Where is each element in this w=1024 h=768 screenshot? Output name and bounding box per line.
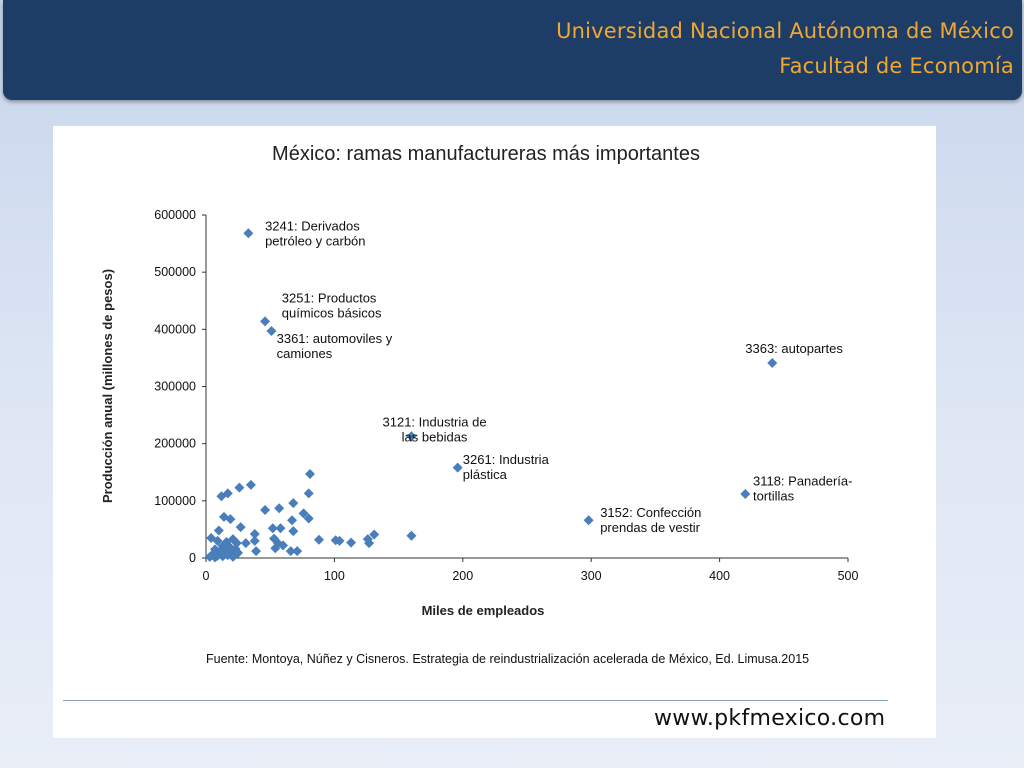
data-point: [260, 316, 271, 327]
faculty-name: Facultad de Economía: [779, 54, 1014, 78]
chart-title: México: ramas manufactureras más importa…: [272, 143, 700, 165]
data-point: [260, 504, 271, 515]
x-axis-label: Miles de empleados: [422, 603, 545, 618]
x-tick-label: 500: [838, 569, 859, 583]
data-point: [275, 523, 286, 534]
data-point: [452, 462, 463, 473]
data-point: [583, 515, 594, 526]
data-point: [216, 491, 227, 502]
point-annotation: 3118: Panadería-tortillas: [753, 473, 853, 503]
data-point: [251, 546, 262, 557]
data-point: [740, 488, 751, 499]
footer-divider: [63, 700, 888, 701]
data-point: [270, 543, 281, 554]
y-tick-label: 100000: [154, 494, 196, 508]
y-tick-label: 400000: [154, 322, 196, 336]
y-tick-label: 300000: [154, 380, 196, 394]
data-point: [303, 513, 314, 524]
data-point: [767, 358, 778, 369]
data-point: [303, 488, 314, 499]
footer-url: www.pkfmexico.com: [654, 706, 886, 731]
point-annotation: 3361: automoviles y camiones: [277, 331, 393, 361]
y-tick-label: 600000: [154, 208, 196, 222]
data-point: [269, 533, 280, 544]
point-annotation: 3251: Productos químicos básicos: [282, 290, 382, 320]
y-axis-label: Producción anual (millones de pesos): [100, 269, 115, 503]
data-point: [406, 530, 417, 541]
data-point: [249, 535, 260, 546]
data-point: [288, 526, 299, 537]
data-point: [298, 508, 309, 519]
point-annotation: 3241: Derivados petróleo y carbón: [265, 218, 365, 248]
data-point: [240, 538, 251, 549]
x-tick-label: 400: [709, 569, 730, 583]
data-point: [313, 534, 324, 545]
y-tick-label: 200000: [154, 437, 196, 451]
university-name: Universidad Nacional Autónoma de México: [556, 19, 1014, 43]
data-point: [267, 523, 278, 534]
data-point: [346, 537, 357, 548]
data-point: [285, 546, 296, 557]
data-point: [287, 515, 298, 526]
data-point: [212, 535, 223, 546]
source-note: Fuente: Montoya, Núñez y Cisneros. Estra…: [206, 652, 810, 666]
data-point: [235, 522, 246, 533]
data-point: [206, 532, 217, 543]
x-tick-label: 200: [452, 569, 473, 583]
point-annotation: 3261: Industria plástica: [463, 452, 550, 482]
data-point: [209, 552, 220, 563]
point-annotation: 3363: autopartes: [745, 341, 843, 356]
data-point: [406, 431, 417, 442]
data-point: [225, 514, 236, 525]
header-bar: Universidad Nacional Autónoma de México …: [3, 0, 1022, 100]
x-tick-label: 100: [324, 569, 345, 583]
data-point: [274, 503, 285, 514]
y-tick-label: 0: [189, 551, 196, 565]
data-point: [292, 546, 303, 557]
point-annotation: 3121: Industria de las bebidas: [383, 415, 487, 445]
data-point: [204, 551, 215, 562]
data-point: [234, 482, 245, 493]
slide-panel: México: ramas manufactureras más importa…: [53, 126, 936, 738]
x-tick-label: 300: [581, 569, 602, 583]
data-point: [227, 551, 238, 562]
data-point: [249, 528, 260, 539]
scatter-chart: México: ramas manufactureras más importa…: [100, 143, 859, 618]
data-point: [369, 529, 380, 540]
data-point: [278, 540, 289, 551]
point-annotation: 3152: Confección prendas de vestir: [600, 505, 701, 535]
data-point: [334, 535, 345, 546]
data-point: [364, 538, 375, 549]
x-tick-label: 0: [203, 569, 210, 583]
data-point: [266, 326, 277, 337]
data-point: [245, 479, 256, 490]
y-tick-label: 500000: [154, 265, 196, 279]
data-point: [213, 525, 224, 536]
data-point: [288, 498, 299, 509]
data-point: [305, 468, 316, 479]
data-point: [243, 228, 254, 239]
